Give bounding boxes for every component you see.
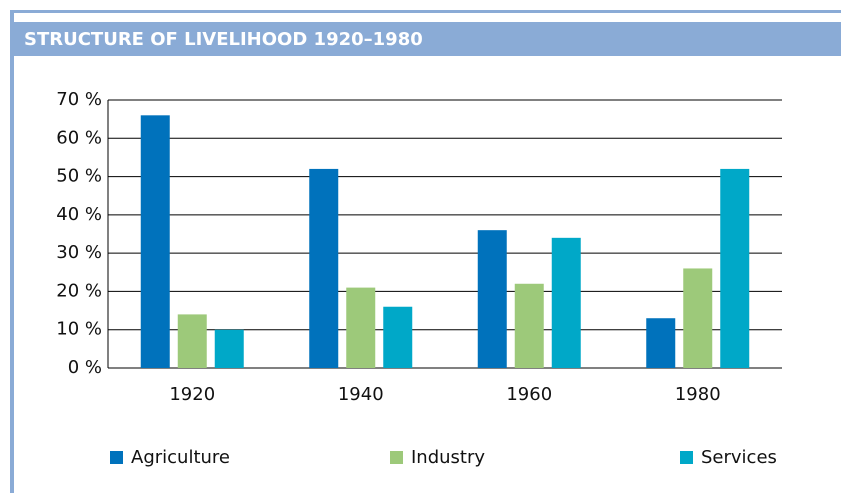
bar (514, 283, 544, 368)
legend-label: Industry (411, 447, 485, 468)
bar (214, 329, 244, 368)
y-tick-label: 20 % (56, 280, 102, 301)
chart-title: STRUCTURE OF LIVELIHOOD 1920–1980 (24, 29, 423, 50)
frame-left (10, 10, 14, 493)
x-tick-label: 1940 (338, 384, 384, 405)
y-tick-label: 60 % (56, 127, 102, 148)
y-tick-label: 70 % (56, 89, 102, 110)
x-tick-label: 1980 (675, 384, 721, 405)
y-tick-label: 0 % (68, 357, 102, 378)
bar (383, 306, 413, 368)
bar (477, 230, 507, 368)
title-bar (14, 22, 841, 56)
legend-label: Services (701, 447, 777, 468)
bar (309, 168, 339, 368)
bar (551, 237, 581, 368)
bar (346, 287, 376, 368)
y-tick-label: 50 % (56, 166, 102, 187)
legend-swatch (680, 451, 693, 464)
bar (683, 268, 713, 368)
bar (177, 314, 207, 368)
x-tick-label: 1960 (506, 384, 552, 405)
legend-swatch (390, 451, 403, 464)
frame-top (10, 10, 841, 13)
y-tick-label: 40 % (56, 204, 102, 225)
y-tick-label: 10 % (56, 319, 102, 340)
legend-label: Agriculture (131, 447, 230, 468)
bar (646, 318, 676, 368)
bar (140, 115, 170, 368)
bar (720, 168, 750, 368)
legend-swatch (110, 451, 123, 464)
y-tick-label: 30 % (56, 242, 102, 263)
x-tick-label: 1920 (169, 384, 215, 405)
